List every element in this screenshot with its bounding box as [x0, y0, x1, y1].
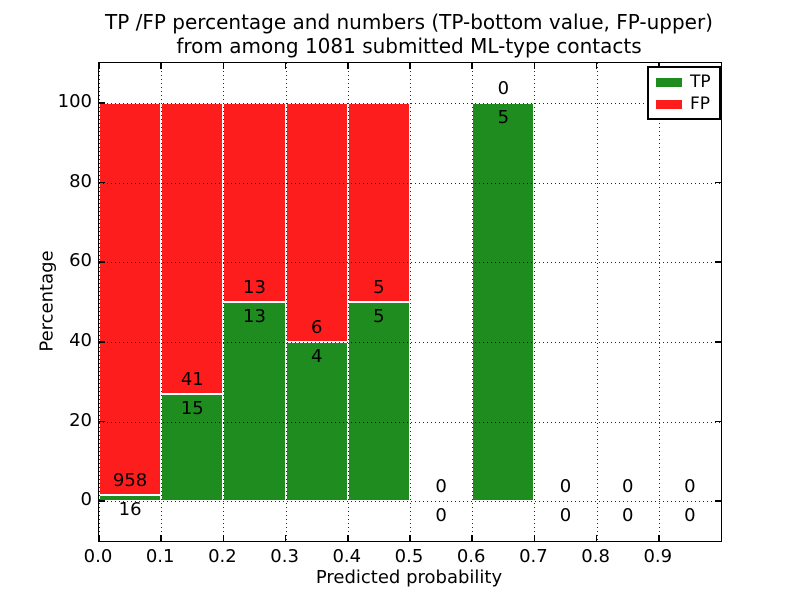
y-tick-mark-right: [715, 500, 721, 502]
y-tick-label: 40: [69, 329, 92, 351]
plot-area: 958 16 41 15 13 13 6 4 5 5 0 0 0 5 0 0 0 0 0 0: [98, 62, 722, 542]
x-tick-label: 0.1: [145, 546, 175, 567]
gridline-vertical: [347, 63, 349, 541]
tp-count-label: 5: [497, 106, 510, 128]
y-tick-mark: [99, 420, 105, 423]
x-tick-mark: [533, 535, 536, 541]
gridline-vertical: [410, 63, 411, 541]
x-tick-mark-top: [409, 63, 411, 69]
x-tick-mark: [284, 535, 287, 541]
x-tick-label: 0.2: [208, 546, 237, 567]
y-tick-mark-right: [715, 420, 721, 423]
x-tick-label: 0.8: [581, 546, 610, 567]
y-tick-mark: [99, 181, 105, 184]
fp-count-label: 0: [435, 476, 447, 498]
bar-segment-fp: [285, 102, 348, 342]
y-tick-label: 100: [57, 90, 92, 112]
y-tick-mark-right: [715, 261, 721, 263]
gridline-vertical: [658, 63, 660, 541]
y-tick-mark-right: [715, 181, 721, 184]
gridline-vertical: [534, 63, 536, 541]
fp-count-label: 41: [180, 369, 204, 391]
x-tick-mark-top: [222, 63, 225, 69]
tp-count-label: 16: [118, 498, 142, 520]
bar-segment-tp: [472, 102, 535, 502]
x-tick-mark: [658, 535, 660, 541]
x-tick-label: 0.5: [394, 546, 424, 567]
y-tick-mark-right: [715, 341, 721, 343]
legend-label-tp: TP: [690, 72, 711, 92]
bar-segment-tp: [161, 394, 224, 502]
y-tick-mark: [99, 341, 105, 343]
x-tick-mark: [222, 535, 225, 541]
y-axis-label: Percentage: [36, 250, 58, 352]
x-tick-mark: [595, 535, 598, 541]
chart-title-line1: TP /FP percentage and numbers (TP-bottom…: [105, 10, 713, 34]
gridline-vertical: [161, 63, 163, 541]
legend-entry-tp: TP: [656, 73, 711, 91]
x-tick-mark: [347, 535, 349, 541]
bar-segment-fp: [347, 102, 410, 302]
y-tick-label: 20: [69, 409, 92, 431]
tp-count-label: 15: [180, 398, 204, 420]
legend-label-fp: FP: [690, 94, 711, 114]
x-tick-label: 0.0: [83, 546, 113, 567]
x-axis-label: Predicted probability: [315, 567, 503, 588]
x-tick-mark-top: [347, 63, 349, 69]
x-tick-mark-top: [595, 63, 598, 69]
tp-count-label: 5: [373, 306, 385, 327]
y-tick-label: 60: [69, 250, 92, 272]
y-tick-mark: [99, 102, 105, 104]
x-tick-mark-top: [284, 63, 287, 69]
y-tick-label: 0: [80, 489, 92, 511]
legend-entry-fp: FP: [656, 95, 711, 113]
legend: TP FP: [647, 66, 721, 120]
fp-count-label: 0: [684, 476, 696, 498]
tp-count-label: 4: [310, 345, 323, 367]
tp-count-label: 13: [243, 306, 266, 327]
y-tick-mark: [99, 500, 105, 502]
fp-count-label: 6: [310, 316, 323, 338]
x-tick-mark: [160, 535, 162, 541]
fp-count-label: 958: [112, 469, 148, 491]
x-tick-mark: [471, 535, 473, 541]
x-tick-label: 0.7: [519, 546, 548, 567]
x-tick-mark-top: [160, 63, 162, 69]
x-tick-mark: [409, 535, 411, 541]
chart-title: TP /FP percentage and numbers (TP-bottom…: [98, 10, 720, 58]
legend-swatch-fp-icon: [656, 99, 682, 109]
gridline-vertical: [99, 63, 100, 541]
bar-segment-fp: [99, 102, 162, 495]
x-tick-label: 0.9: [643, 546, 673, 567]
fp-count-label: 0: [621, 476, 634, 498]
x-tick-mark: [98, 535, 100, 541]
tp-count-label: 0: [435, 505, 447, 527]
x-tick-mark-top: [98, 63, 100, 69]
gridline-vertical: [285, 63, 287, 541]
fp-count-label: 0: [559, 476, 572, 498]
gridline-vertical: [472, 63, 474, 541]
fp-count-label: 13: [243, 277, 266, 298]
fp-count-label: 5: [373, 277, 385, 298]
gridline-vertical: [596, 63, 598, 541]
tp-count-label: 0: [684, 505, 696, 527]
x-tick-label: 0.4: [332, 546, 362, 567]
bar-segment-fp: [223, 102, 286, 302]
gridline-vertical: [223, 63, 225, 541]
x-tick-mark-top: [533, 63, 536, 69]
tp-count-label: 0: [621, 505, 634, 527]
y-tick-mark: [99, 261, 105, 263]
x-tick-label: 0.3: [270, 546, 299, 567]
x-tick-label: 0.6: [456, 546, 486, 567]
legend-swatch-tp-icon: [656, 77, 682, 87]
x-tick-mark-top: [471, 63, 473, 69]
chart-title-line2: from among 1081 submitted ML-type contac…: [176, 34, 642, 58]
y-tick-label: 80: [69, 170, 92, 192]
fp-count-label: 0: [497, 77, 510, 99]
tp-count-label: 0: [559, 505, 572, 527]
bar-segment-fp: [161, 102, 224, 395]
